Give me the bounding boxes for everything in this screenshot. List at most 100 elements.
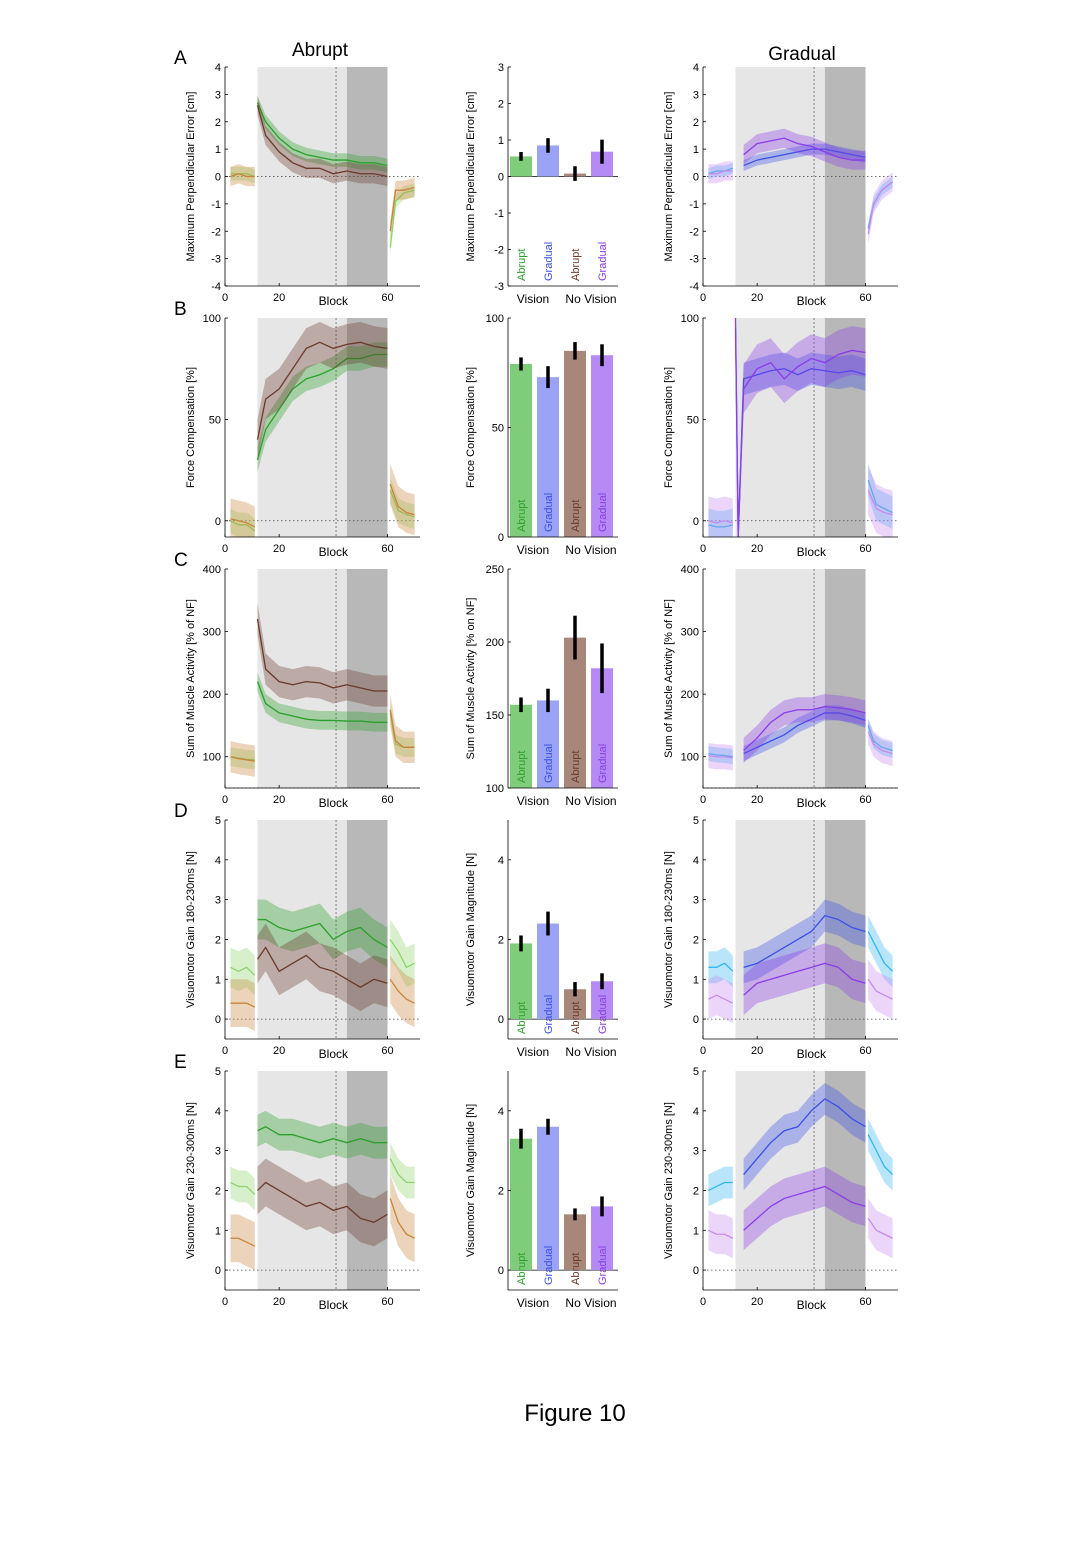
series-band-1 xyxy=(743,128,866,170)
x-tick-label: 0 xyxy=(222,292,228,304)
y-tick-label: 4 xyxy=(693,855,699,867)
exposure-phase-shade xyxy=(257,1071,347,1290)
series-line-0 xyxy=(230,173,255,178)
y-tick-label: -3 xyxy=(689,254,699,266)
bar-category-label: Abrupt xyxy=(516,249,528,281)
bar-category-label: Gradual xyxy=(543,493,555,532)
y-tick-label: -2 xyxy=(211,226,221,238)
x-tick-label: 20 xyxy=(273,1045,285,1057)
bar-gradual xyxy=(537,700,559,788)
y-tick-label: 200 xyxy=(681,689,699,701)
x-tick-label: 0 xyxy=(700,1045,706,1057)
series-band-0 xyxy=(743,899,866,984)
bar-abrupt xyxy=(510,363,532,537)
y-tick-label: 3 xyxy=(215,895,221,907)
series-line-1 xyxy=(230,173,255,178)
series-line-0 xyxy=(256,681,388,723)
y-tick-label: 4 xyxy=(215,855,221,867)
bar-category-label: Abrupt xyxy=(516,751,528,783)
series-band-1 xyxy=(257,603,388,707)
y-tick-label: 2 xyxy=(215,117,221,129)
bar-gradual xyxy=(537,145,559,177)
x-tick-label: 20 xyxy=(751,1045,763,1057)
bar-category-label: Abrupt xyxy=(570,751,582,783)
x-tick-label: 20 xyxy=(273,543,285,555)
y-axis-label: Visuomotor Gain 230-300ms [N] xyxy=(185,1102,197,1259)
group-label-vision: Vision xyxy=(517,292,549,306)
series-line-1 xyxy=(734,317,866,538)
y-tick-label: 3 xyxy=(693,1146,699,1158)
y-tick-label: -4 xyxy=(689,281,699,293)
series-line-1 xyxy=(708,1229,734,1239)
bar-category-label: Abrupt xyxy=(516,500,528,532)
series-band-0 xyxy=(743,1082,866,1191)
series-band-1 xyxy=(708,496,733,537)
y-tick-label: 2 xyxy=(693,934,699,946)
y-axis-label: Maximum Perpendicular Error [cm] xyxy=(465,92,477,262)
series-line-0 xyxy=(230,520,256,532)
bar-category-label: Abrupt xyxy=(570,249,582,281)
group-label-vision: Vision xyxy=(517,543,549,557)
x-axis-label: Block xyxy=(319,1047,349,1061)
series-line-1 xyxy=(389,186,415,232)
bar-gradual xyxy=(537,377,559,537)
y-axis-label: Visuomotor Gain 230-300ms [N] xyxy=(663,1102,675,1259)
x-tick-label: 20 xyxy=(751,543,763,555)
x-tick-label: 20 xyxy=(751,794,763,806)
series-band-1 xyxy=(868,1198,893,1259)
series-band-1 xyxy=(735,318,866,537)
series-line-1 xyxy=(743,1185,866,1231)
bar-abrupt xyxy=(510,1138,532,1271)
panel-label-E: E xyxy=(174,1052,187,1073)
exposure-phase-shade xyxy=(257,569,347,788)
y-tick-label: 5 xyxy=(215,815,221,827)
y-tick-label: 1 xyxy=(215,144,221,156)
series-line-1 xyxy=(230,756,255,762)
panel-label-B: B xyxy=(174,299,187,320)
y-tick-label: 2 xyxy=(498,1185,504,1197)
y-tick-label: 100 xyxy=(486,783,504,795)
group-label-vision: Vision xyxy=(517,794,549,808)
series-band-1 xyxy=(257,923,388,1012)
x-axis-label: Block xyxy=(797,545,827,559)
series-band-1 xyxy=(868,172,893,244)
bar-gradual xyxy=(591,981,613,1020)
x-tick-label: 0 xyxy=(700,794,706,806)
y-axis-label: Force Compensation [%] xyxy=(185,367,197,488)
y-axis-label: Visuomotor Gain 180-230ms [N] xyxy=(663,851,675,1008)
series-line-0 xyxy=(708,1181,733,1192)
y-tick-label: 0 xyxy=(215,172,221,184)
y-tick-label: 5 xyxy=(693,815,699,827)
series-line-1 xyxy=(867,490,893,516)
series-line-0 xyxy=(743,148,866,167)
y-tick-label: 50 xyxy=(209,414,221,426)
series-band-0 xyxy=(257,1110,388,1159)
series-line-0 xyxy=(867,725,893,752)
series-line-1 xyxy=(230,1002,256,1008)
x-tick-label: 20 xyxy=(273,292,285,304)
bar-abrupt xyxy=(564,350,586,537)
x-tick-label: 60 xyxy=(381,543,393,555)
x-tick-label: 0 xyxy=(700,292,706,304)
series-line-1 xyxy=(389,484,415,516)
series-band-0 xyxy=(743,143,866,172)
y-tick-label: 50 xyxy=(687,414,699,426)
y-tick-label: 1 xyxy=(693,1225,699,1237)
x-tick-label: 60 xyxy=(859,1045,871,1057)
series-band-0 xyxy=(230,1166,255,1211)
bar-category-label: Abrupt xyxy=(516,1002,528,1034)
y-tick-label: 100 xyxy=(486,313,504,325)
panel-label-C: C xyxy=(174,550,188,571)
y-tick-label: 1 xyxy=(215,1225,221,1237)
x-axis-label: Block xyxy=(797,1047,827,1061)
y-tick-label: 4 xyxy=(693,1106,699,1118)
y-axis-label: Sum of Muscle Activity [% on NF] xyxy=(465,598,477,760)
series-line-0 xyxy=(257,1126,388,1144)
series-line-1 xyxy=(256,105,388,178)
bar-category-label: Gradual xyxy=(597,995,609,1034)
novision-phase-shade xyxy=(346,569,388,788)
x-tick-label: 60 xyxy=(381,292,393,304)
y-tick-label: 0 xyxy=(215,516,221,528)
y-axis-label: Sum of Muscle Activity [% of NF] xyxy=(185,599,197,758)
